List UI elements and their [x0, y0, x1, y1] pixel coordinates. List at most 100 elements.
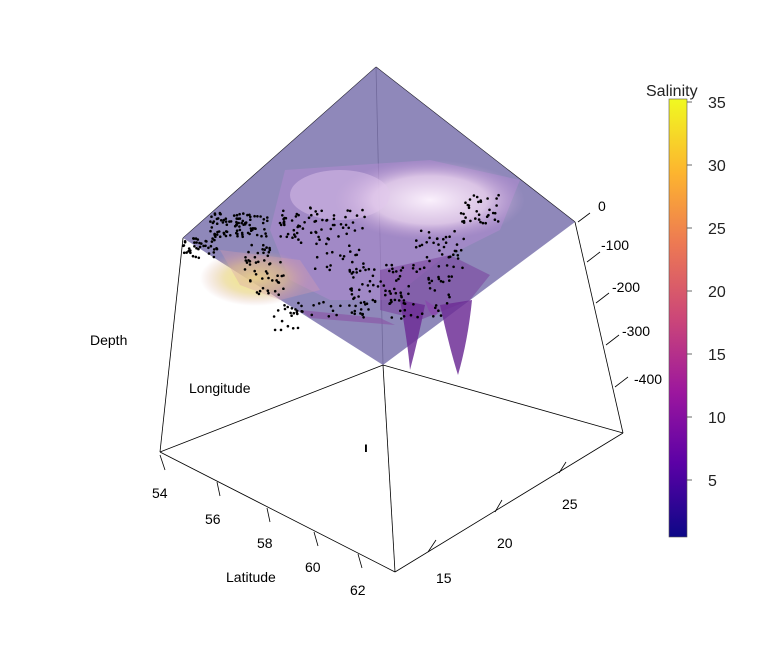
sample-point: [486, 197, 489, 200]
sample-point: [430, 279, 434, 283]
sample-point: [209, 244, 213, 248]
sample-point: [254, 273, 258, 276]
sample-point: [218, 235, 222, 238]
sample-point: [399, 294, 403, 297]
depth-tick-minus100: -100: [601, 237, 629, 253]
sample-point: [215, 233, 219, 236]
sample-point: [341, 226, 345, 229]
sample-point: [393, 298, 397, 302]
sample-point: [258, 289, 262, 293]
sample-point: [376, 285, 380, 288]
sample-point: [345, 232, 349, 236]
sample-point: [279, 223, 283, 227]
sample-point: [416, 315, 419, 319]
sample-point: [448, 279, 451, 282]
sample-point: [475, 210, 479, 213]
sample-point: [198, 245, 202, 249]
sample-point: [331, 309, 335, 313]
sample-point: [379, 280, 383, 283]
sample-point: [313, 267, 317, 271]
sample-point: [469, 219, 472, 223]
sample-point: [433, 289, 437, 292]
sample-point: [445, 264, 449, 267]
sample-point: [477, 213, 481, 216]
sample-point: [391, 270, 395, 274]
sample-point: [493, 218, 497, 221]
depth-tick-minus200: -200: [612, 279, 640, 295]
sample-point: [193, 241, 196, 244]
longitude-label: Longitude: [189, 380, 251, 396]
sample-point: [455, 243, 459, 246]
sample-point: [450, 275, 454, 278]
sample-point: [255, 233, 259, 237]
sample-point: [425, 241, 429, 244]
sample-point: [273, 289, 277, 293]
sample-point: [400, 317, 403, 320]
sample-point: [452, 265, 455, 269]
sample-point: [432, 315, 435, 318]
sample-point: [222, 218, 226, 222]
sample-point: [339, 254, 342, 257]
sample-point: [317, 302, 321, 305]
sample-point: [428, 259, 431, 263]
sample-point: [244, 259, 248, 262]
sample-point: [225, 223, 229, 226]
stray-mark: ı: [364, 439, 368, 455]
sample-point: [253, 269, 256, 273]
sample-point: [351, 221, 355, 224]
sample-point: [236, 234, 239, 238]
sample-point: [364, 268, 367, 272]
sample-point: [279, 260, 282, 264]
sample-point: [355, 253, 359, 257]
sample-point: [235, 220, 238, 224]
sample-point: [301, 227, 305, 230]
sample-point: [213, 238, 216, 242]
sample-point: [462, 221, 466, 224]
sample-point: [325, 242, 328, 246]
sample-point: [314, 231, 318, 234]
sample-point: [253, 214, 256, 218]
sample-point: [399, 309, 402, 313]
sample-point: [314, 219, 318, 223]
sample-point: [278, 221, 282, 225]
sample-point: [236, 232, 239, 236]
sample-point: [477, 218, 481, 221]
sample-point: [411, 267, 415, 270]
latitude-tick-62: 62: [350, 582, 366, 598]
sample-point: [477, 200, 480, 204]
sample-point: [275, 279, 278, 282]
sample-point: [348, 209, 352, 213]
sample-point: [315, 212, 319, 216]
sample-point: [358, 288, 361, 292]
sample-point: [428, 287, 432, 290]
sample-point: [452, 253, 455, 256]
sample-point: [205, 240, 208, 243]
sample-point: [213, 232, 216, 236]
sample-point: [293, 233, 296, 236]
sample-point: [218, 211, 222, 215]
sample-point: [202, 244, 205, 248]
sample-point: [249, 215, 252, 219]
depth-tick-0: 0: [598, 198, 606, 214]
sample-point: [382, 284, 386, 287]
latitude-label: Latitude: [226, 569, 276, 585]
sample-point: [267, 276, 270, 280]
sample-point: [359, 308, 363, 311]
sample-point: [467, 206, 471, 210]
depth-tick-minus300: -300: [622, 323, 650, 339]
sample-point: [447, 255, 451, 259]
sample-point: [256, 251, 260, 255]
sample-point: [259, 215, 262, 218]
sample-point: [437, 265, 441, 268]
sample-point: [273, 328, 277, 332]
longitude-tick-15: 15: [436, 570, 452, 586]
colorbar-tick-15: 15: [708, 347, 726, 364]
sample-point: [214, 235, 217, 239]
sample-point: [224, 230, 228, 233]
sample-point: [434, 306, 437, 310]
colorbar-tick-5: 5: [708, 473, 717, 490]
sample-point: [291, 327, 295, 330]
sample-point: [283, 216, 286, 220]
longitude-tick-20: 20: [497, 535, 513, 551]
sample-point: [251, 227, 255, 230]
